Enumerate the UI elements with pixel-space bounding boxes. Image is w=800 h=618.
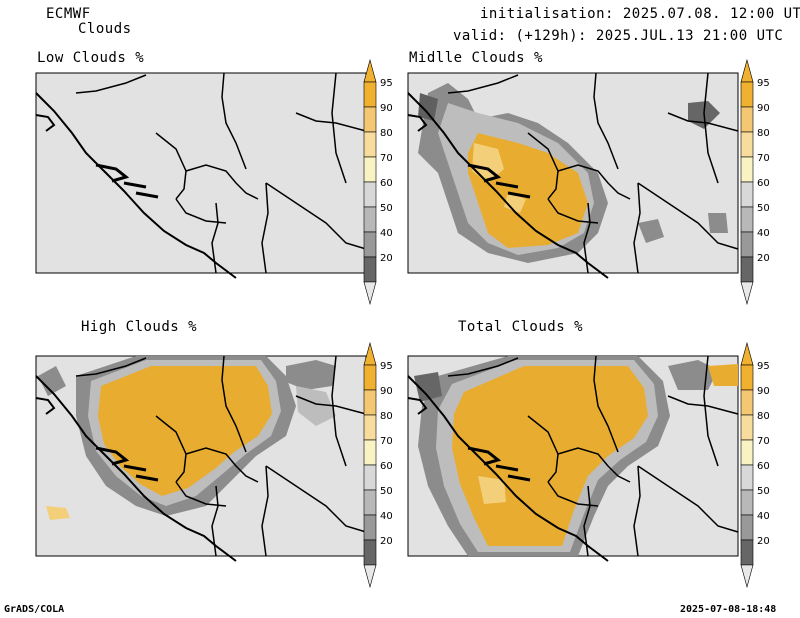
cb-label: 90 [757, 386, 770, 397]
cb-label: 95 [380, 78, 393, 89]
cb-label: 80 [757, 128, 770, 139]
colorbar-high: 95 90 80 70 60 50 40 20 [363, 341, 393, 589]
cb-label: 95 [757, 361, 770, 372]
cb-label: 80 [757, 411, 770, 422]
cb-label: 50 [380, 486, 393, 497]
cb-label: 20 [757, 253, 770, 264]
cb-label: 40 [757, 511, 770, 522]
valid-time: valid: (+129h): 2025.JUL.13 21:00 UTC [453, 28, 784, 44]
cb-label: 20 [380, 253, 393, 264]
panel-middle-map [406, 71, 740, 280]
cb-label: 80 [380, 411, 393, 422]
cb-label: 50 [757, 203, 770, 214]
footer-credit: GrADS/COLA [4, 604, 65, 615]
cb-label: 60 [757, 178, 770, 189]
colorbar-low: 95 90 80 70 60 50 40 20 [363, 58, 393, 306]
cb-label: 95 [757, 78, 770, 89]
colorbar-middle: 95 90 80 70 60 50 40 20 [740, 58, 770, 306]
cb-label: 40 [380, 228, 393, 239]
panel-low-map [34, 71, 368, 280]
cb-label: 40 [757, 228, 770, 239]
panel-title-total: Total Clouds % [458, 319, 584, 335]
cb-label: 60 [757, 461, 770, 472]
init-time: initialisation: 2025.07.08. 12:00 UTC [480, 6, 800, 22]
cb-label: 70 [757, 153, 770, 164]
cb-label: 50 [757, 486, 770, 497]
cb-label: 90 [380, 386, 393, 397]
colorbar-total: 95 90 80 70 60 50 40 20 [740, 341, 770, 589]
cb-label: 80 [380, 128, 393, 139]
model-name: ECMWF [46, 6, 91, 22]
cb-label: 70 [757, 436, 770, 447]
cb-label: 90 [380, 103, 393, 114]
footer-timestamp: 2025-07-08-18:48 [680, 604, 777, 615]
panel-title-middle: Midlle Clouds % [409, 50, 543, 66]
cb-label: 40 [380, 511, 393, 522]
panel-title-low: Low Clouds % [37, 50, 145, 66]
cb-label: 20 [380, 536, 393, 547]
cb-label: 60 [380, 178, 393, 189]
cb-label: 60 [380, 461, 393, 472]
cb-label: 20 [757, 536, 770, 547]
cb-label: 70 [380, 153, 393, 164]
cb-label: 90 [757, 103, 770, 114]
product-name: Clouds [78, 21, 132, 37]
panel-high-map [34, 354, 368, 563]
panel-title-high: High Clouds % [81, 319, 198, 335]
cb-label: 95 [380, 361, 393, 372]
panel-total-map [406, 354, 740, 563]
cb-label: 70 [380, 436, 393, 447]
cb-label: 50 [380, 203, 393, 214]
